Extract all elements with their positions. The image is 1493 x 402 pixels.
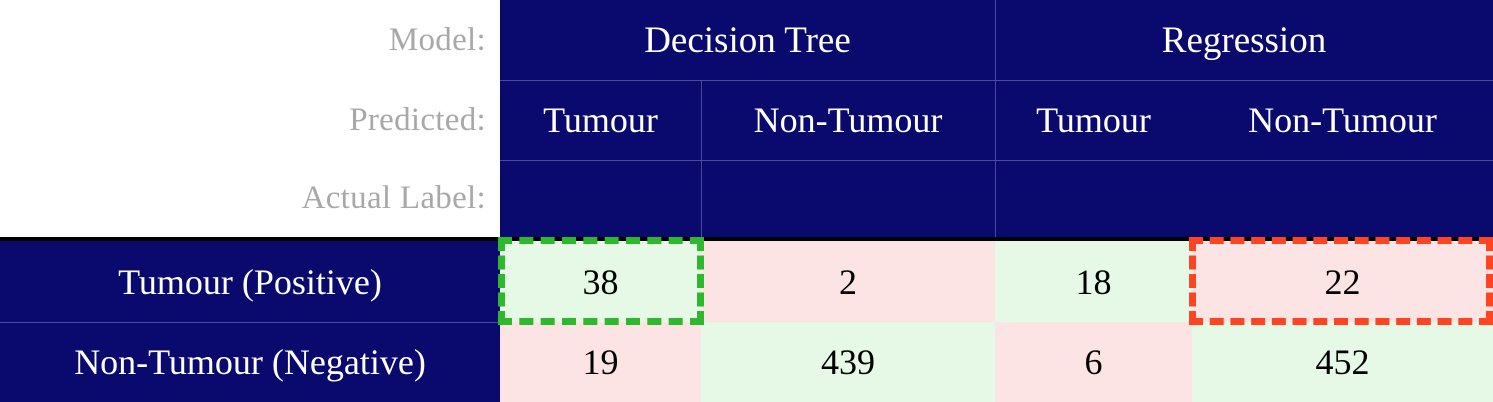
predicted-header-dt-non-tumour: Non-Tumour (701, 80, 995, 160)
header-divider-models (995, 0, 996, 237)
row-label-tumour-positive: Tumour (Positive) (0, 241, 500, 322)
cell-dt-tumour-tumour: 38 (500, 241, 701, 322)
header-divider-predicted-actual (500, 160, 1493, 161)
predicted-header-reg-non-tumour: Non-Tumour (1192, 80, 1493, 160)
header-spacer-reg-non-tumour (1192, 160, 1493, 237)
predicted-header-reg-tumour: Tumour (995, 80, 1192, 160)
model-header-decision-tree: Decision Tree (500, 0, 995, 80)
corner-label-actual: Actual Label: (0, 160, 500, 237)
header-spacer-reg-tumour (995, 160, 1192, 237)
cell-reg-non-tumour-non-tumour: 452 (1192, 322, 1493, 402)
corner-label-predicted: Predicted: (0, 80, 500, 160)
cell-reg-tumour-tumour: 18 (995, 241, 1192, 322)
header-spacer-dt-tumour (500, 160, 701, 237)
cell-dt-tumour-non-tumour: 2 (701, 241, 995, 322)
header-body-rule (0, 237, 1493, 241)
corner-label-model: Model: (0, 0, 500, 80)
row-label-non-tumour-negative: Non-Tumour (Negative) (0, 322, 500, 402)
cell-reg-non-tumour-tumour: 6 (995, 322, 1192, 402)
row-label-divider (0, 322, 500, 323)
cell-dt-non-tumour-tumour: 19 (500, 322, 701, 402)
cell-dt-non-tumour-non-tumour: 439 (701, 322, 995, 402)
model-header-regression: Regression (995, 0, 1493, 80)
header-divider-dt-columns (701, 80, 702, 237)
header-spacer-dt-non-tumour (701, 160, 995, 237)
predicted-header-dt-tumour: Tumour (500, 80, 701, 160)
cell-reg-tumour-non-tumour: 22 (1192, 241, 1493, 322)
header-divider-model-predicted (500, 80, 1493, 81)
